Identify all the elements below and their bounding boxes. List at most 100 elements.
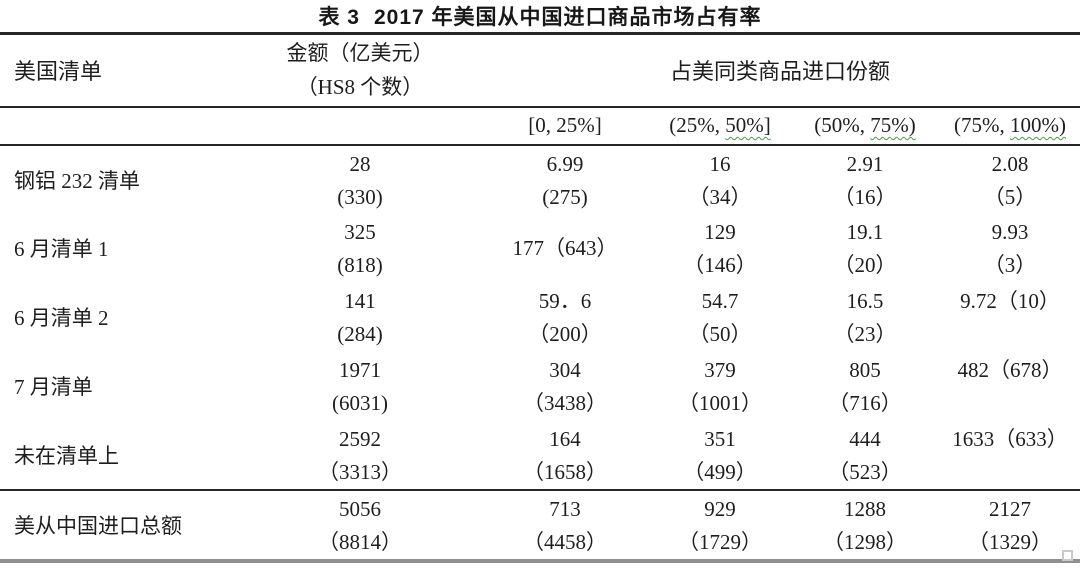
cell-value: 482（678） [957,358,1063,382]
cell-count [940,318,1080,351]
cell-count: (818) [337,253,383,277]
cell-count [940,387,1080,420]
amount-cell: 5056 （8814） [240,488,480,561]
bin-text: (25%, [669,113,726,137]
cell-value: 805 [849,358,881,382]
row-label: 7 月清单 [14,375,93,399]
cell-count: （4458） [523,529,607,554]
share-cell: 1288 （1298） [790,488,940,561]
subheader-empty-cell [240,106,480,146]
share-cell: 19.1 （20） [790,214,940,283]
col-header-us-list: 美国清单 [0,33,240,108]
row-label: 6 月清单 1 [14,237,109,261]
cell-value: 54.7 [701,289,739,313]
cell-value: 2592 [339,426,381,451]
cell-value: 9.72（10） [960,289,1060,313]
bin-text: (75%, [954,113,1010,137]
share-cell: 54.7 （50） [650,283,790,352]
share-cell: 177（643） [480,214,650,283]
share-cell: 379 （1001） [650,352,790,421]
cell-value: 5056 [339,496,381,521]
cell-count: (6031) [332,391,388,415]
cell-value: 129 [704,220,736,244]
table-row-total-imports: 美从中国进口总额 5056 （8814） 713 （4458） 929 （1729） … [0,488,1080,561]
cell-count: （50） [688,322,752,346]
table-title: 表 3 2017 年美国从中国进口商品市场占有率 [0,0,1080,32]
amount-cell: 325 (818) [240,214,480,283]
cell-value: 2.91 [846,151,884,176]
cell-value: 379 [704,358,736,382]
cell-value: 351 [704,426,736,451]
bin-header-75-100: (75%, 100%) [940,106,1080,146]
cell-count: （3313） [318,459,402,484]
cell-count: （200） [528,322,602,346]
cell-value: 16.5 [846,289,884,313]
table-row-june-list-2: 6 月清单 2 141 (284) 59．6 （200） 54.7 （50） 16.5… [0,283,1080,352]
share-cell: 16.5 （23） [790,283,940,352]
cell-count: （1298） [823,529,907,554]
cell-value: 444 [849,426,881,451]
row-label: 美从中国进口总额 [0,488,240,561]
share-cell: 444 （523） [790,421,940,490]
cell-count: (284) [337,322,383,346]
share-cell: 805 （716） [790,352,940,421]
amount-cell: 1971 (6031) [240,352,480,421]
cell-count: （34） [688,184,752,209]
cell-count: （1658） [523,459,607,484]
cell-value: 141 [344,289,376,313]
cell-value: 16 [709,151,731,176]
cell-value: 713 [549,496,581,521]
cell-value: 6.99 [546,151,584,176]
share-cell: 59．6 （200） [480,283,650,352]
bin-text-wavy: 50%] [725,113,771,137]
cell-count: （8814） [318,529,402,554]
share-cell: 1633（633） [940,421,1080,490]
cell-value: 177（643） [512,235,618,260]
col-header-share-group: 占美同类商品进口份额 [480,33,1080,108]
cell-count: （146） [683,253,757,277]
share-cell: 129 （146） [650,214,790,283]
cell-value: 929 [704,496,736,521]
share-cell: 2.08 （5） [940,145,1080,214]
row-label: 未在清单上 [14,443,119,468]
share-cell: 2.91 （16） [790,145,940,214]
cell-value: 59．6 [538,289,592,313]
cell-count: （16） [833,184,897,209]
cell-count: （716） [828,391,902,415]
cell-value: 164 [549,426,581,451]
share-cell: 713 （4458） [480,488,650,561]
share-cell: 929 （1729） [650,488,790,561]
cell-value: 19.1 [846,220,884,244]
cell-count: （523） [828,459,902,484]
amount-cell: 28 (330) [240,145,480,214]
table-row-steel-aluminum-232: 钢铝 232 清单 28 (330) 6.99 (275) 16 （34） 2.91 （… [0,145,1080,214]
cell-count: (275) [542,184,588,209]
cell-count: （3） [983,253,1037,277]
share-cell: 482（678） [940,352,1080,421]
table-row-not-on-list: 未在清单上 2592 （3313） 164 （1658） 351 （499） 444 （… [0,421,1080,490]
share-cell: 9.72（10） [940,283,1080,352]
share-cell: 351 （499） [650,421,790,490]
cell-count: （3438） [523,391,607,415]
share-cell: 2127 （1329） [940,488,1080,561]
table-row-june-list-1: 6 月清单 1 325 (818) 177（643） 129 （146） 19.1 （… [0,214,1080,283]
share-cell: 304 （3438） [480,352,650,421]
cell-value: 304 [549,358,581,382]
bin-header-25-50: (25%, 50%] [650,106,790,146]
col-header-amount: 金额（亿美元） （HS8 个数） [240,33,480,108]
cell-count: （23） [833,322,897,346]
amount-cell: 141 (284) [240,283,480,352]
row-label: 钢铝 232 清单 [14,168,140,193]
bin-text: [0, 25%] [528,113,602,137]
table-resize-handle-icon[interactable] [1062,550,1073,561]
table-title-text: 2017 年美国从中国进口商品市场占有率 [373,6,762,29]
cell-value: 9.93 [991,220,1029,244]
row-label: 6 月清单 2 [14,306,109,330]
cell-value: 1971 [339,358,381,382]
bin-text-wavy: 75%) [870,113,916,137]
cell-count: （1729） [678,529,762,554]
cell-value: 325 [344,220,376,244]
bin-text-wavy: 100%) [1010,113,1066,137]
subheader-row: [0, 25%] (25%, 50%] (50%, 75%) (75%, 100… [0,106,1080,146]
